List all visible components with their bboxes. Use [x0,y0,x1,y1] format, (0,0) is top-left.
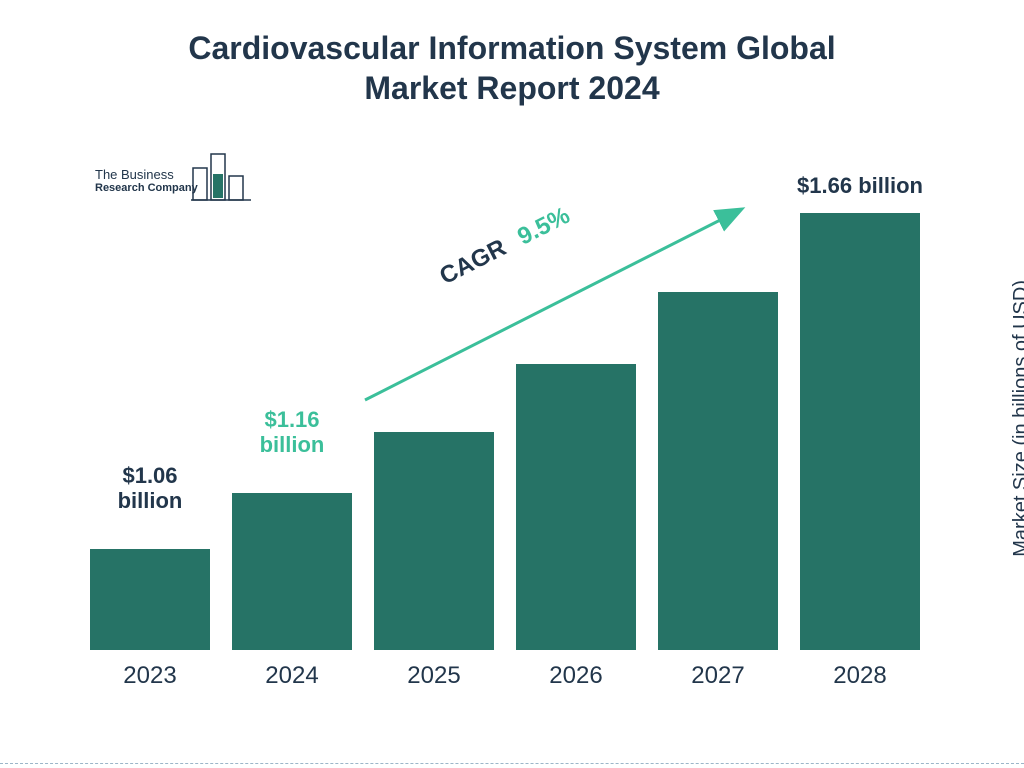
y-axis-label: Market Size (in billions of USD) [1010,280,1024,557]
bar [658,292,778,650]
bar-slot [516,364,636,650]
bar [232,493,352,650]
x-axis-label: 2027 [658,662,778,690]
bar-slot [232,493,352,650]
x-axis-label: 2024 [232,662,352,690]
x-axis-label: 2028 [800,662,920,690]
bar-slot [658,292,778,650]
title-line1: Cardiovascular Information System Global… [188,30,835,106]
bottom-divider [0,763,1024,764]
bar [90,549,210,650]
bar [516,364,636,650]
chart-title: Cardiovascular Information System Global… [0,28,1024,108]
x-axis-label: 2026 [516,662,636,690]
bar-slot [90,549,210,650]
bar-value-label: $1.66 billion [780,173,940,198]
chart-container: Cardiovascular Information System Global… [0,0,1024,768]
bar-slot [800,213,920,650]
bar-slot [374,432,494,650]
x-axis-label: 2025 [374,662,494,690]
bar-value-label: $1.16billion [232,407,352,458]
bar-value-label: $1.06billion [90,463,210,514]
x-axis-label: 2023 [90,662,210,690]
bar [374,432,494,650]
bar [800,213,920,650]
